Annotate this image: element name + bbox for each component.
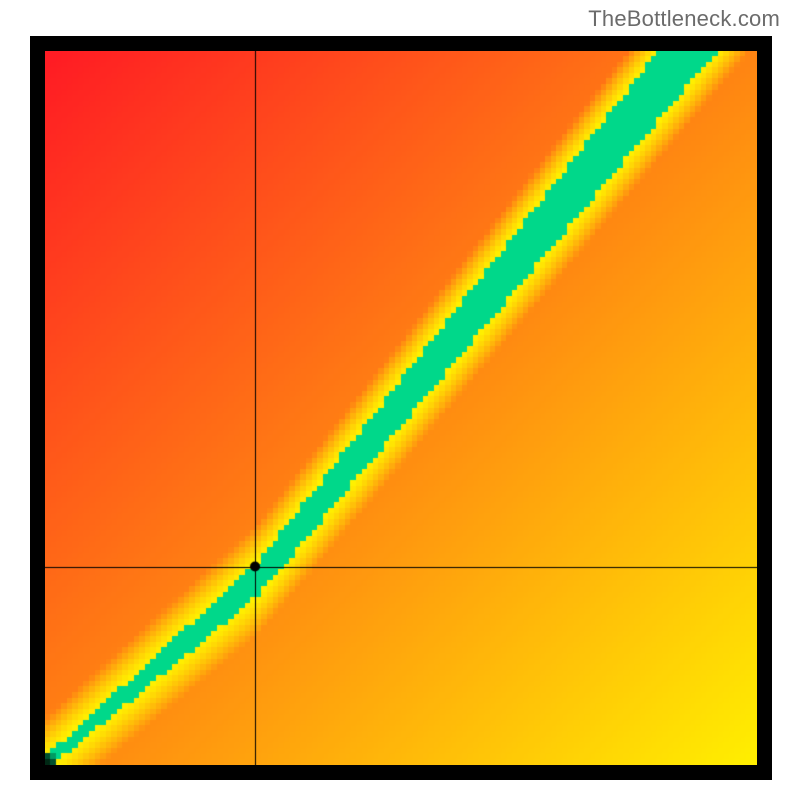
heatmap-canvas [45,51,757,765]
watermark-text: TheBottleneck.com [588,6,780,32]
chart-container: TheBottleneck.com [0,0,800,800]
plot-frame [30,36,772,780]
